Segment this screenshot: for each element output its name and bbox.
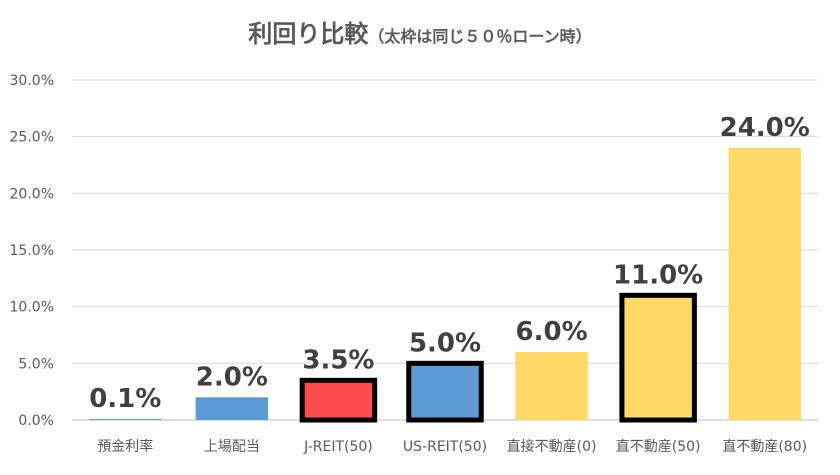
bar-value-label: 5.0% <box>409 328 481 358</box>
x-tick-label: 直接不動産(0) <box>507 438 597 455</box>
chart-subtitle: （太枠は同じ５０％ローン時） <box>368 27 592 46</box>
bar <box>406 360 484 423</box>
y-tick-label: 5.0% <box>18 356 54 372</box>
y-tick-label: 10.0% <box>10 300 54 316</box>
x-tick-label: US-REIT(50) <box>403 439 487 455</box>
chart-title: 利回り比較（太枠は同じ５０％ローン時） <box>0 14 840 49</box>
chart-title-main: 利回り比較 <box>248 20 369 48</box>
bar <box>299 377 378 423</box>
x-tick-label: 直不動産(80) <box>722 438 807 455</box>
y-tick-label: 0.0% <box>18 413 54 429</box>
bar-value-label: 11.0% <box>613 260 703 290</box>
grid-lines <box>72 79 818 421</box>
y-tick-label: 20.0% <box>10 186 54 202</box>
bar <box>89 418 162 420</box>
y-tick-label: 30.0% <box>10 73 54 89</box>
bar <box>728 148 801 420</box>
x-tick-label: 上場配当 <box>204 439 260 455</box>
bar-value-label: 0.1% <box>89 384 161 414</box>
y-tick-label: 25.0% <box>10 130 54 146</box>
x-tick-label: 直不動産(50) <box>616 438 701 455</box>
data-labels: 0.1% 2.0% 3.5% 5.0% 6.0% 11.0% 24.0% <box>89 113 810 414</box>
bar-value-label: 2.0% <box>196 362 268 392</box>
x-tick-label: J-REIT(50) <box>303 439 373 455</box>
x-tick-label: 預金利率 <box>97 438 153 455</box>
bar-value-label: 24.0% <box>720 113 810 143</box>
y-tick-label: 15.0% <box>10 243 54 259</box>
bar <box>515 352 588 420</box>
y-axis-ticks: 0.0% 5.0% 10.0% 15.0% 20.0% 25.0% 30.0% <box>10 73 54 429</box>
bar-value-label: 6.0% <box>516 317 588 347</box>
bar <box>619 292 697 423</box>
bar-value-label: 3.5% <box>302 345 374 375</box>
bars <box>89 148 801 423</box>
x-axis-ticks: 預金利率 上場配当 J-REIT(50) US-REIT(50) 直接不動産(0) 直不動… <box>97 438 807 455</box>
bar <box>195 397 269 420</box>
